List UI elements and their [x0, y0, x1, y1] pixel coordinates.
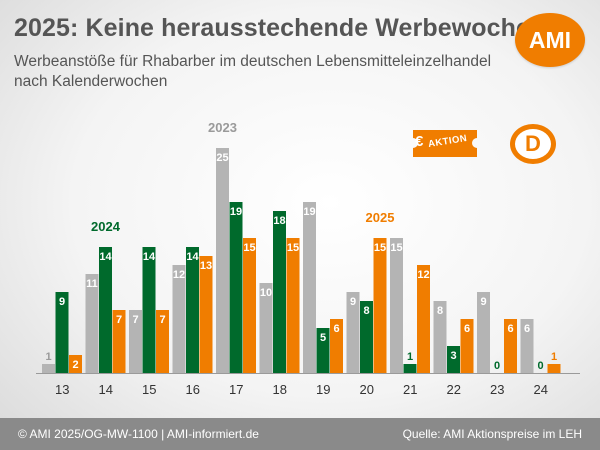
ami-logo: AMI: [515, 13, 585, 67]
x-tick-label-21: 21: [403, 382, 417, 397]
bar-2025-kw16: [199, 256, 213, 373]
value-label-2025-kw23: 6: [507, 323, 513, 335]
value-label-2023-kw13: 1: [45, 351, 51, 363]
x-tick-label-23: 23: [490, 382, 504, 397]
footer-source: Quelle: AMI Aktionspreise im LEH: [402, 427, 582, 441]
bar-2023-kw21: [390, 238, 403, 373]
bar-2024-kw14: [99, 247, 112, 373]
x-tick-label-15: 15: [142, 382, 156, 397]
value-label-2024-kw19: 5: [320, 332, 326, 344]
x-tick-label-14: 14: [99, 382, 113, 397]
bar-2023-kw14: [85, 274, 99, 373]
bar-2025-kw18: [286, 238, 300, 373]
aktion-ticket-icon: € AKTION: [410, 127, 480, 160]
series-label-2024: 2024: [91, 219, 121, 234]
bar-chart: 1921311147147147151214131625191517101815…: [36, 120, 580, 397]
value-label-2025-kw20: 15: [374, 242, 386, 254]
bar-2024-kw20: [360, 301, 373, 373]
bar-2023-kw15: [129, 310, 142, 373]
bar-2025-kw13: [69, 355, 82, 373]
value-label-2025-kw15: 7: [159, 314, 165, 326]
chart-title: 2025: Keine herausstechende Werbewoche: [14, 14, 531, 42]
bar-2024-kw19: [316, 328, 330, 373]
series-label-2025: 2025: [366, 210, 395, 225]
bar-2025-kw20: [373, 238, 387, 373]
value-label-2024-kw15: 14: [143, 251, 156, 263]
x-tick-label-17: 17: [229, 382, 243, 397]
value-label-2023-kw24: 6: [524, 323, 530, 335]
value-label-2025-kw17: 15: [243, 242, 255, 254]
value-label-2023-kw19: 19: [303, 206, 315, 218]
bar-2023-kw19: [303, 202, 316, 373]
value-label-2025-kw19: 6: [333, 323, 339, 335]
value-label-2023-kw15: 7: [132, 314, 138, 326]
bar-2025-kw14: [112, 310, 126, 373]
value-label-2024-kw16: 14: [186, 251, 199, 263]
bar-2023-kw23: [477, 292, 490, 373]
bar-2025-kw17: [243, 238, 256, 373]
euro-symbol: €: [415, 133, 424, 150]
bar-2025-kw22: [460, 319, 474, 373]
value-label-2023-kw17: 25: [216, 152, 228, 164]
bar-2024-kw21: [403, 364, 417, 373]
value-label-2024-kw24: 0: [537, 360, 543, 372]
value-label-2025-kw16: 13: [200, 260, 212, 272]
x-tick-label-22: 22: [447, 382, 461, 397]
ticket-shape: [413, 130, 477, 157]
value-label-2024-kw18: 18: [273, 215, 285, 227]
value-label-2024-kw14: 14: [99, 251, 112, 263]
value-label-2023-kw22: 8: [437, 305, 443, 317]
bar-2024-kw22: [447, 346, 460, 373]
value-label-2025-kw18: 15: [287, 242, 299, 254]
value-label-2023-kw20: 9: [350, 296, 356, 308]
value-label-2024-kw17: 19: [230, 206, 242, 218]
series-label-2023: 2023: [208, 120, 237, 135]
bar-2024-kw17: [229, 202, 243, 373]
value-label-2024-kw20: 8: [363, 305, 369, 317]
germany-country-badge: D: [510, 124, 556, 164]
value-label-2025-kw14: 7: [116, 314, 122, 326]
bar-2023-kw18: [259, 283, 273, 373]
x-tick-label-16: 16: [186, 382, 200, 397]
bar-2024-kw15: [142, 247, 156, 373]
x-tick-label-20: 20: [360, 382, 374, 397]
value-label-2023-kw14: 11: [86, 278, 98, 290]
x-tick-label-24: 24: [534, 382, 548, 397]
value-label-2025-kw13: 2: [72, 359, 78, 371]
bar-2023-kw16: [172, 265, 186, 373]
bar-2023-kw13: [42, 364, 55, 373]
value-label-2024-kw21: 1: [407, 351, 413, 363]
value-label-2025-kw24: 1: [551, 351, 557, 363]
value-label-2023-kw23: 9: [480, 296, 486, 308]
value-label-2023-kw16: 12: [173, 269, 185, 281]
x-tick-label-18: 18: [273, 382, 287, 397]
bar-2023-kw22: [433, 301, 447, 373]
bar-2025-kw24: [547, 364, 561, 373]
value-label-2024-kw22: 3: [450, 350, 456, 362]
value-label-2025-kw21: 12: [417, 269, 429, 281]
footer-bar: © AMI 2025/OG-MW-1100 | AMI-informiert.d…: [0, 418, 600, 450]
value-label-2023-kw18: 10: [260, 287, 272, 299]
bar-2024-kw16: [186, 247, 199, 373]
x-tick-label-19: 19: [316, 382, 330, 397]
bar-2025-kw21: [417, 265, 430, 373]
bar-2025-kw15: [156, 310, 169, 373]
bar-2023-kw17: [216, 148, 229, 373]
bar-2024-kw13: [55, 292, 69, 373]
bar-2023-kw24: [520, 319, 534, 373]
x-tick-label-13: 13: [55, 382, 69, 397]
bar-2024-kw18: [273, 211, 286, 373]
value-label-2023-kw21: 15: [390, 242, 402, 254]
value-label-2024-kw13: 9: [59, 296, 65, 308]
value-label-2024-kw23: 0: [494, 360, 500, 372]
bar-2025-kw19: [330, 319, 343, 373]
value-label-2025-kw22: 6: [464, 323, 470, 335]
bar-2023-kw20: [346, 292, 360, 373]
footer-copyright: © AMI 2025/OG-MW-1100 | AMI-informiert.d…: [18, 427, 259, 441]
bar-2025-kw23: [504, 319, 517, 373]
chart-subtitle: Werbeanstöße für Rhabarber im deutschen …: [14, 53, 492, 90]
